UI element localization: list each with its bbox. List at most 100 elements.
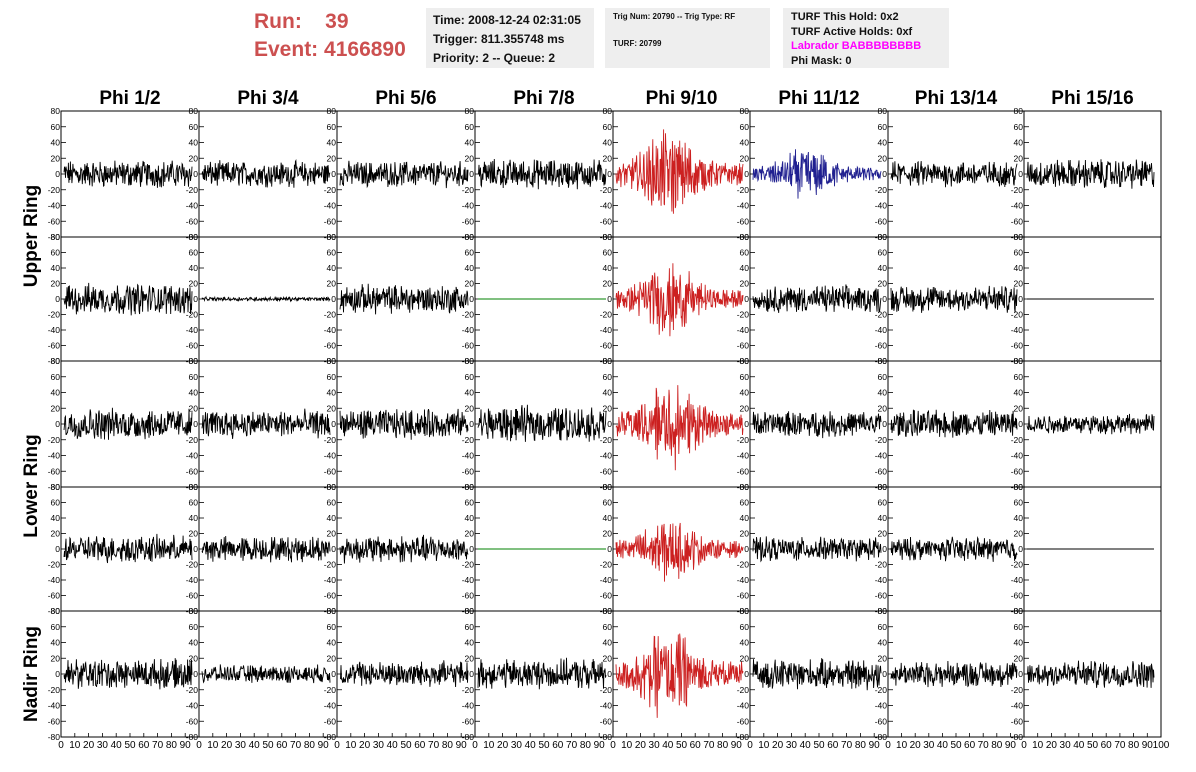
waveform-trace (63, 658, 193, 690)
y-tick-label: 20 (327, 529, 337, 539)
y-tick-label: 20 (878, 529, 888, 539)
y-tick-label: -80 (1011, 732, 1024, 742)
y-tick-label: 40 (465, 513, 475, 523)
y-tick-label: -20 (1011, 435, 1024, 445)
waveform-trace (1026, 413, 1155, 435)
turf-text: TURF: 20799 (613, 39, 662, 48)
y-tick-label: 0 (1018, 294, 1023, 304)
y-tick-label: -40 (875, 701, 888, 711)
y-tick-label: -40 (1011, 701, 1024, 711)
y-tick-label: 40 (878, 638, 888, 648)
y-tick-label: 0 (744, 419, 749, 429)
time-text: Time: 2008-12-24 02:31:05 (433, 13, 581, 27)
y-tick-label: -40 (186, 701, 199, 711)
x-tick-label: 0 (334, 740, 340, 751)
y-tick-label: 60 (603, 248, 613, 258)
y-tick-label: 40 (465, 138, 475, 148)
y-tick-label: 0 (744, 169, 749, 179)
y-tick-label: -40 (48, 201, 61, 211)
waveform-trace (201, 664, 331, 684)
waveform-trace (752, 658, 882, 691)
y-tick-label: -40 (737, 451, 750, 461)
y-tick-label: -40 (737, 575, 750, 585)
y-tick-label: -60 (186, 716, 199, 726)
x-tick-label: 90 (180, 740, 192, 751)
y-tick-label: -20 (462, 560, 475, 570)
y-tick-label: 40 (603, 388, 613, 398)
x-tick-label: 80 (166, 740, 178, 751)
x-tick-label: 70 (703, 740, 715, 751)
y-tick-label: -20 (48, 560, 61, 570)
x-tick-label: 30 (235, 740, 247, 751)
waveform-trace (1027, 660, 1155, 688)
waveform-trace (477, 404, 607, 442)
column-title: Phi 3/4 (237, 88, 299, 109)
y-tick-label: 20 (327, 653, 337, 663)
x-tick-label: 40 (662, 740, 674, 751)
waveform-trace (477, 657, 607, 690)
y-tick-label: 80 (740, 356, 750, 366)
trig-num-text: Trig Num: 20790 -- Trig Type: RF (613, 12, 736, 21)
y-tick-label: -40 (600, 201, 613, 211)
x-tick-label: 10 (621, 740, 633, 751)
y-tick-label: 0 (744, 669, 749, 679)
y-tick-label: 80 (327, 232, 337, 242)
y-tick-label: 40 (189, 138, 199, 148)
y-tick-label: 20 (327, 403, 337, 413)
x-tick-label: 90 (869, 740, 881, 751)
y-tick-label: -60 (462, 466, 475, 476)
x-tick-label: 30 (373, 740, 385, 751)
x-tick-label: 0 (472, 740, 478, 751)
x-tick-label: 50 (950, 740, 962, 751)
waveform-trace (63, 407, 193, 440)
waveform-trace (752, 149, 882, 199)
column-title: Phi 15/16 (1051, 88, 1133, 109)
y-tick-label: -40 (600, 575, 613, 585)
y-tick-label: 40 (1014, 138, 1024, 148)
x-tick-label: 60 (964, 740, 976, 751)
x-tick-label: 40 (111, 740, 123, 751)
y-tick-label: -40 (48, 451, 61, 461)
ring-label: Upper Ring (21, 185, 42, 287)
x-tick-label: 20 (221, 740, 233, 751)
y-tick-label: 80 (603, 356, 613, 366)
y-tick-label: -60 (48, 591, 61, 601)
y-tick-label: 60 (740, 248, 750, 258)
y-tick-label: -20 (875, 685, 888, 695)
y-tick-label: 80 (51, 106, 61, 116)
y-tick-label: -60 (600, 716, 613, 726)
run-value: 39 (325, 10, 349, 33)
y-tick-label: -60 (186, 216, 199, 226)
y-tick-label: -20 (875, 435, 888, 445)
y-tick-label: -60 (600, 341, 613, 351)
y-tick-label: -80 (462, 732, 475, 742)
x-tick-label: 10 (758, 740, 770, 751)
y-tick-label: 20 (740, 403, 750, 413)
x-tick-label: 20 (1046, 740, 1058, 751)
y-tick-label: -60 (462, 591, 475, 601)
y-tick-label: 60 (189, 622, 199, 632)
y-tick-label: 20 (603, 403, 613, 413)
y-tick-label: 0 (1018, 669, 1023, 679)
y-tick-label: 80 (327, 482, 337, 492)
y-tick-label: 20 (1014, 529, 1024, 539)
y-tick-label: -20 (600, 310, 613, 320)
turf-active-holds-text: TURF Active Holds: 0xf (791, 25, 913, 38)
y-tick-label: -20 (462, 185, 475, 195)
y-tick-label: 40 (189, 513, 199, 523)
y-tick-label: -40 (600, 701, 613, 711)
waveform-trace (339, 283, 469, 315)
y-tick-label: -40 (324, 325, 337, 335)
y-tick-label: 60 (189, 372, 199, 382)
x-tick-label: 70 (978, 740, 990, 751)
x-tick-label: 0 (196, 740, 202, 751)
y-tick-label: 60 (603, 498, 613, 508)
y-tick-label: -40 (48, 575, 61, 585)
x-tick-label: 10 (345, 740, 357, 751)
y-tick-label: 80 (189, 606, 199, 616)
x-tick-label: 60 (276, 740, 288, 751)
waveform-trace (752, 284, 882, 314)
y-tick-label: 60 (465, 248, 475, 258)
x-tick-label: 0 (58, 740, 64, 751)
x-tick-label: 70 (290, 740, 302, 751)
